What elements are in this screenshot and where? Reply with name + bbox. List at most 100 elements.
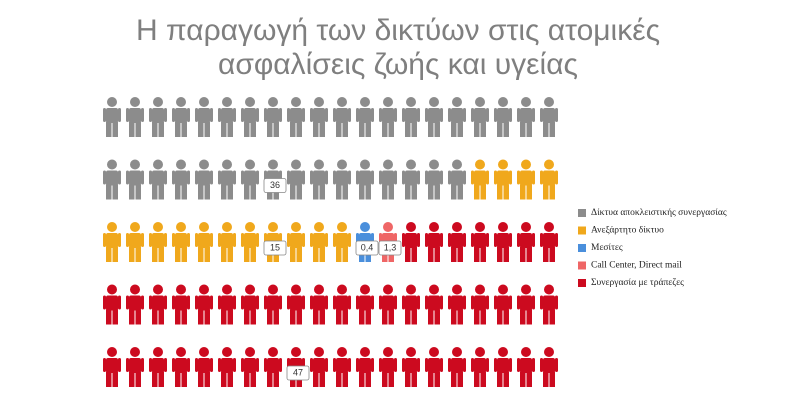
icon-leg [221,184,227,200]
person-icon [448,97,466,137]
icon-arm [532,170,535,185]
icon-body [221,295,233,311]
value-label-box [355,240,379,256]
icon-arm [555,358,558,372]
person-icon [333,97,351,137]
icon-leg [296,309,302,325]
icon-body [313,170,325,186]
icon-arm [486,108,489,122]
icon-body [543,295,555,311]
icon-arm [463,233,466,247]
icon-arm [509,233,512,247]
icon-arm [233,170,236,185]
person-icon [402,347,420,387]
person-icon [448,284,466,325]
icon-leg [112,247,118,262]
icon-body [474,108,486,123]
icon-head [245,222,255,232]
icon-head [429,222,439,232]
icon-arm [195,295,198,310]
icon-arm [371,170,374,185]
icon-head [222,284,232,295]
icon-head [199,97,209,107]
icon-arm [141,108,144,122]
icon-arm [172,108,175,122]
icon-arm [379,108,382,122]
icon-leg [267,309,273,325]
icon-arm [241,170,244,185]
icon-arm [218,295,221,310]
person-icon [379,284,397,325]
icon-leg [290,184,296,200]
icon-arm [241,358,244,372]
icon-body [405,170,417,186]
icon-arm [149,358,152,372]
icon-leg [480,184,486,200]
icon-body [497,295,509,311]
icon-body [152,358,164,373]
icon-arm [210,295,213,310]
icon-body [313,358,325,373]
icon-head [222,222,232,232]
icon-head [475,97,485,107]
icon-arm [287,108,290,122]
icon-leg [359,372,365,387]
icon-arm [149,233,152,247]
icon-leg [135,184,141,200]
icon-arm [241,295,244,310]
icon-arm [103,233,106,247]
icon-leg [250,247,256,262]
icon-arm [371,358,374,372]
icon-head [153,222,163,232]
icon-arm [195,233,198,247]
icon-leg [428,372,434,387]
icon-leg [480,247,486,262]
icon-arm [325,233,328,247]
icon-body [267,295,279,311]
icon-head [452,284,462,295]
icon-leg [204,247,210,262]
icon-body [244,295,256,311]
icon-arm [402,233,405,247]
icon-arm [555,108,558,122]
icon-leg [543,309,549,325]
value-label: 0,4 [361,242,374,252]
person-icon [172,284,190,325]
icon-leg [359,184,365,200]
icon-head [222,97,232,107]
icon-arm [463,358,466,372]
icon-leg [296,247,302,262]
icon-head [360,347,370,357]
icon-arm [517,358,520,372]
icon-arm [164,233,167,247]
icon-leg [457,372,463,387]
icon-leg [152,122,158,137]
icon-arm [448,358,451,372]
icon-head [429,284,439,295]
icon-arm [141,170,144,185]
icon-leg [365,309,371,325]
icon-leg [273,309,279,325]
icon-body [290,108,302,123]
icon-body [244,170,256,186]
icon-head [153,347,163,357]
icon-arm [371,295,374,310]
icon-arm [187,170,190,185]
icon-arm [279,358,282,372]
icon-head [360,284,370,295]
icon-leg [497,372,503,387]
icon-arm [333,358,336,372]
icon-body [428,233,440,248]
legend-label: Ανεξάρτητο δίκτυο [591,226,664,236]
icon-body [405,358,417,373]
icon-arm [348,170,351,185]
icon-body [405,108,417,123]
icon-leg [244,184,250,200]
person-icon [402,284,420,325]
person-icon [241,97,259,137]
icon-leg [474,247,480,262]
icon-arm [379,170,382,185]
icon-body [474,233,486,248]
icon-arm [287,295,290,310]
